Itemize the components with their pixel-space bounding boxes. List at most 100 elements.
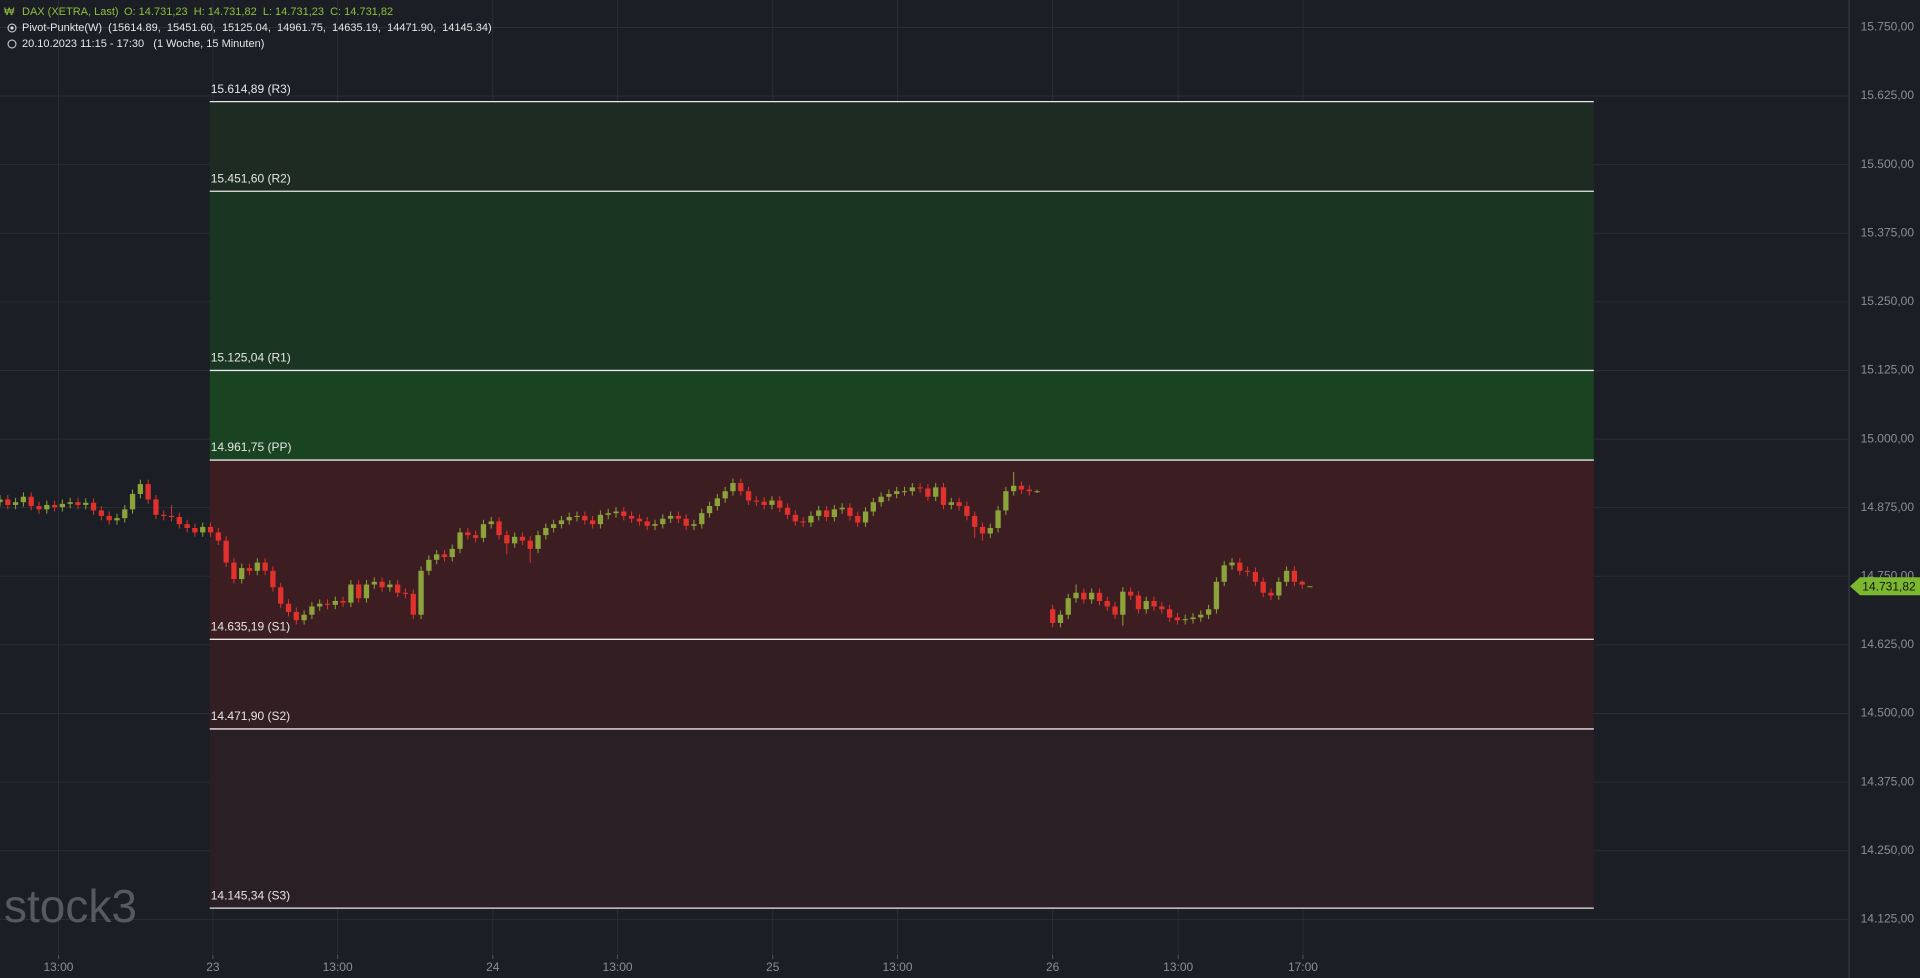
candle-body	[667, 515, 674, 519]
candle-body	[1081, 592, 1087, 600]
candle-body	[605, 513, 611, 515]
y-tick-label: 15.500,00	[1861, 157, 1915, 171]
pivot-zone	[209, 639, 1594, 729]
x-tick-label: 23	[206, 960, 220, 974]
candle-body	[1018, 485, 1025, 490]
candle-body	[847, 507, 853, 516]
pivot-zone	[209, 460, 1594, 640]
candle-body	[496, 521, 502, 536]
candle-body	[215, 532, 221, 541]
x-tick-label: 25	[766, 960, 780, 974]
watermark: stock3	[4, 880, 137, 932]
candle-body	[1104, 600, 1110, 607]
y-tick-label: 15.750,00	[1861, 20, 1915, 34]
candle-body	[20, 496, 27, 503]
pivot-label: 15.451,60 (R2)	[211, 171, 291, 185]
candle-body	[933, 487, 939, 497]
pivot-label: 14.635,19 (S1)	[211, 619, 290, 633]
candle-body	[995, 510, 1001, 528]
candle-body	[363, 584, 370, 599]
candle-body	[168, 515, 175, 518]
candle-body	[434, 554, 440, 560]
candle-body	[1166, 609, 1173, 618]
chart-title: DAX (XETRA, Last)	[22, 6, 119, 18]
y-tick-label: 14.250,00	[1861, 843, 1915, 857]
candle-body	[1003, 491, 1009, 511]
candle-body	[90, 502, 97, 511]
candle-body	[1011, 485, 1017, 492]
candle-body	[44, 504, 50, 510]
pivot-label: 15.614,89 (R3)	[211, 82, 291, 96]
last-price-tag	[1850, 577, 1920, 596]
y-tick-label: 14.875,00	[1861, 500, 1915, 514]
candle-body	[75, 502, 81, 505]
candle-body	[1034, 491, 1040, 493]
candle-body	[200, 526, 206, 533]
x-tick-label: 13:00	[603, 960, 633, 974]
candle-body	[972, 515, 978, 527]
y-tick-label: 15.000,00	[1861, 431, 1915, 445]
x-tick-label: 13:00	[1163, 960, 1193, 974]
candle-body	[1299, 581, 1305, 585]
candle-body	[855, 515, 861, 523]
clock-icon	[7, 39, 17, 49]
pivot-label: 15.125,04 (R1)	[211, 351, 291, 365]
candle-body	[1143, 600, 1149, 610]
x-tick-label: 24	[486, 960, 500, 974]
candle-body	[441, 554, 448, 558]
x-tick-label: 26	[1046, 960, 1060, 974]
candle-body	[28, 496, 34, 507]
candle-body	[340, 600, 346, 603]
candle-body	[816, 510, 822, 516]
y-tick-label: 15.250,00	[1861, 294, 1915, 308]
candle-body	[488, 521, 494, 525]
candle-body	[660, 518, 666, 525]
candle-body	[925, 488, 931, 497]
candle-body	[51, 504, 58, 508]
candle-body	[870, 502, 876, 512]
candle-body	[628, 515, 635, 519]
candle-body	[1073, 592, 1079, 599]
candle-body	[1276, 581, 1282, 596]
candle-body	[699, 513, 705, 525]
pivot-label: 14.145,34 (S3)	[211, 888, 290, 902]
candle-body	[1096, 592, 1103, 601]
candle-body	[831, 509, 837, 518]
pivot-zone	[209, 191, 1594, 371]
candle-body	[753, 500, 760, 502]
candle-body	[184, 524, 190, 528]
candle-body	[909, 487, 915, 492]
candle-body	[1291, 570, 1298, 582]
candle-body	[356, 584, 362, 599]
indicator-icon	[7, 23, 17, 33]
candle-body	[1283, 570, 1290, 582]
pivot-zone	[209, 370, 1594, 461]
candle-body	[956, 502, 962, 507]
x-tick-label: 13:00	[882, 960, 912, 974]
candle-body	[948, 502, 954, 505]
candle-body	[176, 517, 182, 525]
candle-body	[332, 600, 338, 605]
candle-body	[784, 507, 791, 515]
candle-body	[901, 491, 908, 493]
candle-body	[449, 548, 455, 558]
last-price-label: 14.731,82	[1862, 579, 1916, 593]
y-tick-label: 15.625,00	[1861, 88, 1915, 102]
candle-body	[1026, 489, 1032, 492]
candle-body	[839, 507, 845, 510]
pivot-label: 14.471,90 (S2)	[211, 709, 290, 723]
candle-body	[379, 581, 385, 588]
candle-body	[278, 587, 284, 604]
candles	[0, 472, 1313, 628]
candle-body	[153, 499, 159, 515]
candle-body	[597, 514, 604, 525]
candle-body	[940, 487, 947, 505]
candle-body	[808, 515, 814, 523]
indicator-icon	[10, 26, 14, 30]
candle-body	[410, 593, 416, 615]
pivot-zones	[209, 101, 1594, 909]
candle-body	[1112, 606, 1118, 615]
candle-body	[566, 517, 572, 521]
